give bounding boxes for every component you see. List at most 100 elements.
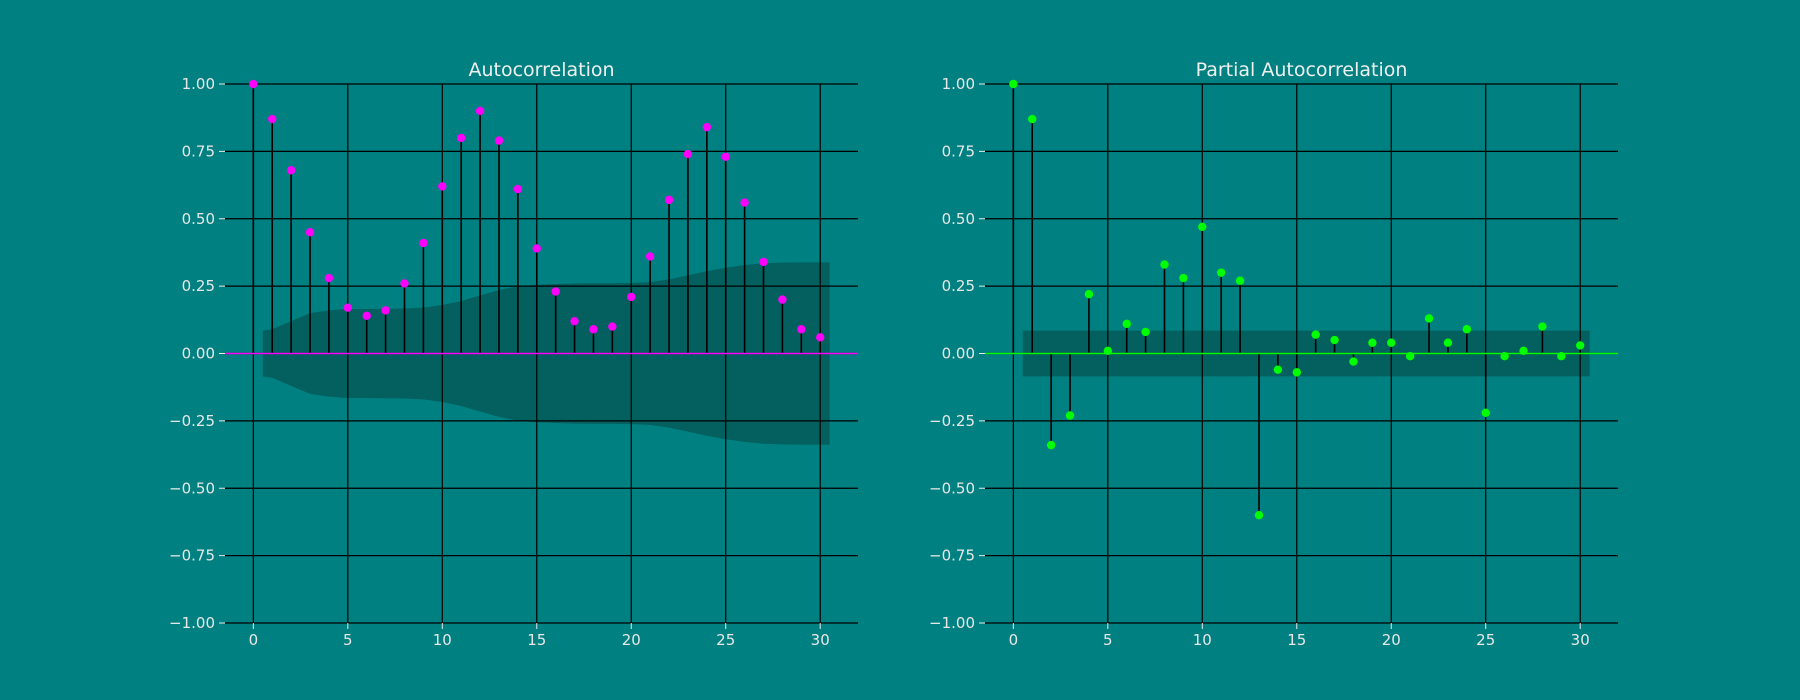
acf-point-27 <box>759 257 768 267</box>
pacf-point-0 <box>1009 79 1018 89</box>
pacf-point-11 <box>1216 268 1226 277</box>
pacf-point-26 <box>1500 351 1509 361</box>
pacf-point-30 <box>1576 341 1585 350</box>
pacf-point-18 <box>1349 357 1358 366</box>
acf-point-3 <box>305 228 315 237</box>
partial-autocorrelation-stems <box>985 79 1618 520</box>
acf-y-tick-label: −1.00 <box>169 614 215 632</box>
acf-y-tick-label: −0.75 <box>169 547 215 565</box>
pacf-point-17 <box>1330 335 1339 345</box>
pacf-point-14 <box>1273 365 1283 374</box>
pacf-y-tick-label: −0.50 <box>929 479 975 497</box>
pacf-point-12 <box>1235 276 1245 285</box>
pacf-point-16 <box>1311 330 1320 339</box>
acf-y-tick-label: 0.25 <box>182 277 215 295</box>
pacf-point-6 <box>1122 319 1131 329</box>
acf-x-tick-label: 25 <box>716 631 735 649</box>
acf-point-0 <box>249 79 258 89</box>
pacf-point-23 <box>1443 338 1453 347</box>
pacf-point-24 <box>1462 325 1472 334</box>
acf-point-8 <box>400 279 409 288</box>
acf-y-tick-label: −0.50 <box>169 479 215 497</box>
acf-y-tick-label: 0.75 <box>182 142 215 160</box>
pacf-point-28 <box>1538 322 1547 331</box>
pacf-point-15 <box>1292 368 1301 377</box>
acf-point-30 <box>816 333 825 342</box>
pacf-y-tick-label: −0.75 <box>929 547 975 565</box>
pacf-y-tick-label: 1.00 <box>942 75 975 93</box>
acf-point-18 <box>589 325 598 334</box>
acf-point-22 <box>664 195 674 205</box>
acf-point-10 <box>438 182 447 191</box>
acf-point-14 <box>513 184 523 194</box>
acf-point-4 <box>324 273 334 283</box>
pacf-x-tick-label: 30 <box>1571 631 1590 649</box>
pacf-x-tick-label: 5 <box>1103 631 1113 649</box>
acf-x-tick-label: 15 <box>527 631 546 649</box>
acf-y-tick-label: −0.25 <box>169 412 215 430</box>
pacf-point-4 <box>1084 290 1094 299</box>
partial-autocorrelation-title: Partial Autocorrelation <box>1196 59 1408 81</box>
acf-point-2 <box>286 166 296 175</box>
acf-point-26 <box>740 198 749 207</box>
pacf-point-29 <box>1557 351 1566 361</box>
pacf-point-5 <box>1103 346 1113 356</box>
acf-point-5 <box>343 303 353 312</box>
pacf-x-tick-label: 10 <box>1193 631 1212 649</box>
pacf-y-tick-label: 0.75 <box>942 142 975 160</box>
pacf-x-tick-label: 0 <box>1009 631 1019 649</box>
acf-point-11 <box>456 133 466 143</box>
pacf-point-20 <box>1387 338 1396 347</box>
acf-x-tick-label: 10 <box>433 631 452 649</box>
pacf-x-tick-label: 25 <box>1476 631 1495 649</box>
acf-y-tick-label: 1.00 <box>182 75 215 93</box>
acf-point-20 <box>627 292 636 302</box>
pacf-point-25 <box>1481 408 1490 417</box>
acf-x-tick-label: 0 <box>249 631 259 649</box>
pacf-point-7 <box>1141 327 1150 337</box>
acf-point-1 <box>268 114 277 124</box>
pacf-y-tick-label: 0.50 <box>942 210 975 228</box>
acf-point-23 <box>683 149 693 159</box>
pacf-point-9 <box>1179 273 1188 283</box>
pacf-y-tick-label: −0.25 <box>929 412 975 430</box>
pacf-point-2 <box>1046 440 1056 450</box>
partial-autocorrelation-x-axis: 0 5 10 15 20 25 30 <box>1009 623 1590 649</box>
autocorrelation-stems <box>225 79 858 355</box>
autocorrelation-title: Autocorrelation <box>468 59 614 81</box>
autocorrelation-x-axis: 0 5 10 15 20 25 30 <box>249 623 830 649</box>
pacf-point-3 <box>1065 411 1075 420</box>
pacf-y-tick-label: −1.00 <box>929 614 975 632</box>
acf-point-24 <box>702 122 712 132</box>
acf-point-9 <box>419 238 428 248</box>
acf-point-12 <box>475 106 485 116</box>
pacf-point-10 <box>1198 222 1207 232</box>
pacf-y-tick-label: 0.25 <box>942 277 975 295</box>
acf-point-16 <box>551 287 560 296</box>
acf-point-7 <box>381 306 390 315</box>
acf-point-15 <box>532 244 541 253</box>
acf-point-17 <box>570 316 579 326</box>
acf-x-tick-label: 20 <box>622 631 641 649</box>
acf-point-21 <box>645 252 655 261</box>
pacf-x-tick-label: 20 <box>1382 631 1401 649</box>
acf-x-tick-label: 30 <box>811 631 830 649</box>
partial-autocorrelation-panel: Partial Autocorrelation −1.00−0.75−0.50−… <box>929 59 1618 649</box>
pacf-y-tick-label: 0.00 <box>942 345 975 363</box>
pacf-point-19 <box>1368 338 1377 347</box>
acf-y-tick-label: 0.00 <box>182 345 215 363</box>
autocorrelation-y-axis: −1.00 −0.75 −0.50 −0.25 0.00 0.25 0.50 0.75 1.00 <box>169 75 225 632</box>
pacf-point-22 <box>1424 314 1434 323</box>
pacf-x-tick-label: 15 <box>1287 631 1306 649</box>
acf-y-tick-label: 0.50 <box>182 210 215 228</box>
acf-point-6 <box>362 311 371 320</box>
acf-point-13 <box>494 136 504 145</box>
pacf-point-13 <box>1254 511 1264 520</box>
partial-autocorrelation-y-axis: −1.00 −0.75 −0.50 −0.25 0.00 0.25 0.50 0.75 1.00 <box>929 75 985 632</box>
pacf-point-21 <box>1405 351 1415 361</box>
acf-x-tick-label: 5 <box>343 631 353 649</box>
acf-point-28 <box>778 295 787 304</box>
acf-point-25 <box>721 152 730 161</box>
pacf-point-1 <box>1028 114 1037 124</box>
